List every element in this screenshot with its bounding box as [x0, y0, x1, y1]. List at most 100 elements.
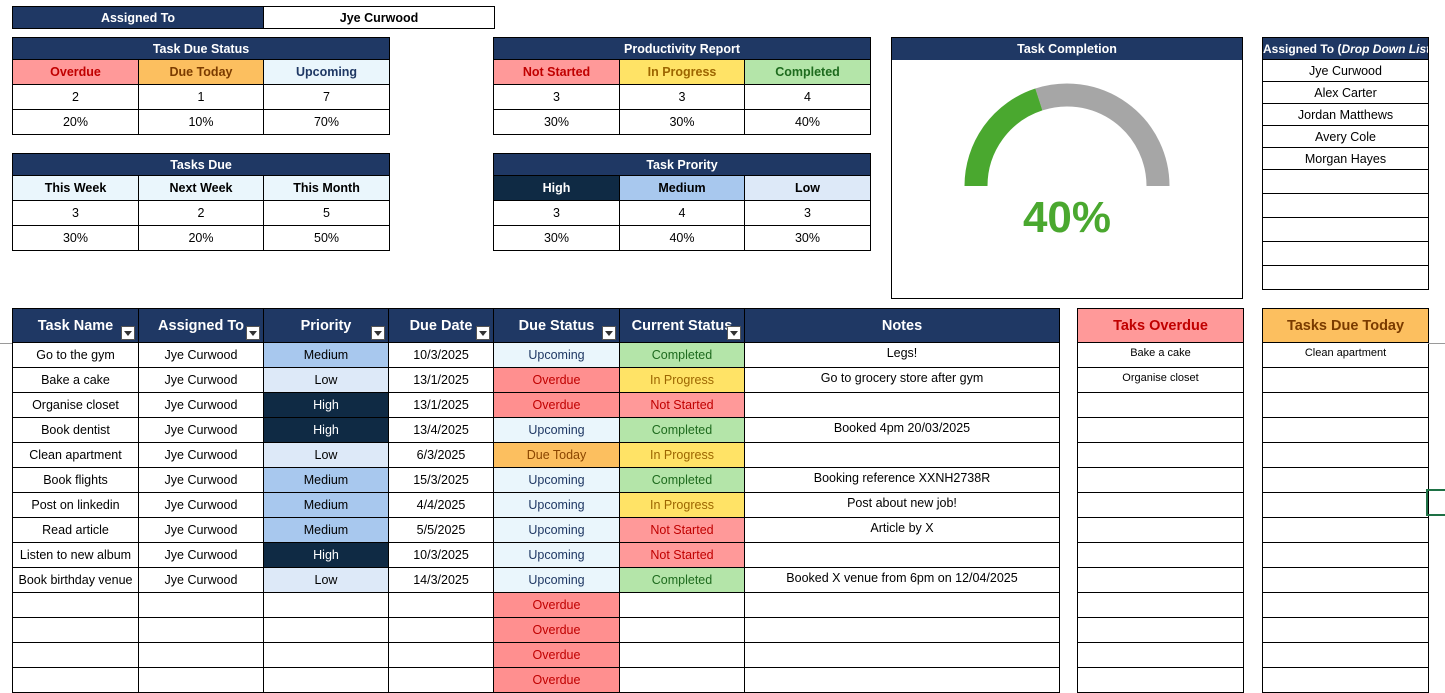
- due-date-cell[interactable]: [388, 617, 494, 643]
- assigned-to-cell[interactable]: Jye Curwood: [138, 467, 264, 493]
- due-status-cell[interactable]: Upcoming: [493, 492, 620, 518]
- current-status-cell[interactable]: [619, 592, 745, 618]
- filter-dropdown-icon[interactable]: [727, 326, 741, 340]
- due-status-cell[interactable]: Upcoming: [493, 567, 620, 593]
- task-name-cell[interactable]: Clean apartment: [12, 442, 139, 468]
- task-name-cell[interactable]: Bake a cake: [12, 367, 139, 393]
- assigned-to-value[interactable]: Jye Curwood: [263, 6, 495, 29]
- current-status-cell[interactable]: In Progress: [619, 492, 745, 518]
- notes-cell[interactable]: Booked X venue from 6pm on 12/04/2025: [744, 567, 1060, 593]
- notes-cell[interactable]: Post about new job!: [744, 492, 1060, 518]
- due-date-cell[interactable]: 5/5/2025: [388, 517, 494, 543]
- due-status-cell[interactable]: Overdue: [493, 617, 620, 643]
- due-status-cell[interactable]: Overdue: [493, 592, 620, 618]
- assigned-to-cell[interactable]: Jye Curwood: [138, 442, 264, 468]
- current-status-cell[interactable]: Completed: [619, 342, 745, 368]
- notes-cell[interactable]: Go to grocery store after gym: [744, 367, 1060, 393]
- dropdown-option[interactable]: Alex Carter: [1262, 81, 1429, 104]
- priority-cell[interactable]: Low: [263, 567, 389, 593]
- assigned-to-cell[interactable]: Jye Curwood: [138, 417, 264, 443]
- task-name-cell[interactable]: Listen to new album: [12, 542, 139, 568]
- current-status-cell[interactable]: Not Started: [619, 392, 745, 418]
- notes-cell[interactable]: [744, 617, 1060, 643]
- dropdown-option[interactable]: Morgan Hayes: [1262, 147, 1429, 170]
- task-name-cell[interactable]: Read article: [12, 517, 139, 543]
- due-status-cell[interactable]: Upcoming: [493, 417, 620, 443]
- current-status-cell[interactable]: Not Started: [619, 517, 745, 543]
- priority-cell[interactable]: Medium: [263, 492, 389, 518]
- notes-cell[interactable]: [744, 392, 1060, 418]
- assigned-to-cell[interactable]: Jye Curwood: [138, 342, 264, 368]
- due-date-cell[interactable]: 13/4/2025: [388, 417, 494, 443]
- priority-cell[interactable]: Medium: [263, 467, 389, 493]
- current-status-cell[interactable]: Completed: [619, 467, 745, 493]
- due-date-cell[interactable]: 10/3/2025: [388, 342, 494, 368]
- assigned-to-cell[interactable]: Jye Curwood: [138, 492, 264, 518]
- current-status-cell[interactable]: In Progress: [619, 367, 745, 393]
- due-date-cell[interactable]: [388, 667, 494, 693]
- priority-cell[interactable]: Low: [263, 367, 389, 393]
- priority-cell[interactable]: [263, 617, 389, 643]
- task-name-cell[interactable]: Book dentist: [12, 417, 139, 443]
- assigned-to-cell[interactable]: [138, 667, 264, 693]
- priority-cell[interactable]: Low: [263, 442, 389, 468]
- task-name-cell[interactable]: Post on linkedin: [12, 492, 139, 518]
- filter-dropdown-icon[interactable]: [121, 326, 135, 340]
- task-name-cell[interactable]: [12, 617, 139, 643]
- current-status-cell[interactable]: In Progress: [619, 442, 745, 468]
- filter-dropdown-icon[interactable]: [246, 326, 260, 340]
- task-name-cell[interactable]: Organise closet: [12, 392, 139, 418]
- task-name-cell[interactable]: Book birthday venue: [12, 567, 139, 593]
- current-status-cell[interactable]: Completed: [619, 417, 745, 443]
- current-status-cell[interactable]: [619, 617, 745, 643]
- priority-cell[interactable]: [263, 667, 389, 693]
- notes-cell[interactable]: [744, 442, 1060, 468]
- due-date-cell[interactable]: 13/1/2025: [388, 392, 494, 418]
- priority-cell[interactable]: [263, 592, 389, 618]
- assigned-to-cell[interactable]: [138, 592, 264, 618]
- notes-cell[interactable]: Legs!: [744, 342, 1060, 368]
- task-name-cell[interactable]: [12, 642, 139, 668]
- priority-cell[interactable]: Medium: [263, 342, 389, 368]
- dropdown-option[interactable]: Avery Cole: [1262, 125, 1429, 148]
- selected-cell-indicator[interactable]: [1426, 489, 1445, 516]
- dropdown-option[interactable]: [1262, 169, 1429, 194]
- task-name-cell[interactable]: [12, 592, 139, 618]
- due-status-cell[interactable]: Upcoming: [493, 517, 620, 543]
- assigned-to-cell[interactable]: Jye Curwood: [138, 392, 264, 418]
- due-status-cell[interactable]: Upcoming: [493, 542, 620, 568]
- due-date-cell[interactable]: 13/1/2025: [388, 367, 494, 393]
- dropdown-option[interactable]: Jordan Matthews: [1262, 103, 1429, 126]
- due-status-cell[interactable]: Due Today: [493, 442, 620, 468]
- dropdown-option[interactable]: [1262, 193, 1429, 218]
- notes-cell[interactable]: [744, 542, 1060, 568]
- due-status-cell[interactable]: Overdue: [493, 392, 620, 418]
- due-date-cell[interactable]: 6/3/2025: [388, 442, 494, 468]
- notes-cell[interactable]: Booking reference XXNH2738R: [744, 467, 1060, 493]
- assigned-to-cell[interactable]: [138, 617, 264, 643]
- due-date-cell[interactable]: [388, 592, 494, 618]
- due-status-cell[interactable]: Overdue: [493, 367, 620, 393]
- task-name-cell[interactable]: [12, 667, 139, 693]
- dropdown-option[interactable]: [1262, 265, 1429, 290]
- dropdown-option[interactable]: [1262, 241, 1429, 266]
- current-status-cell[interactable]: [619, 667, 745, 693]
- assigned-to-cell[interactable]: Jye Curwood: [138, 567, 264, 593]
- due-date-cell[interactable]: 14/3/2025: [388, 567, 494, 593]
- notes-cell[interactable]: [744, 642, 1060, 668]
- priority-cell[interactable]: [263, 642, 389, 668]
- due-date-cell[interactable]: 15/3/2025: [388, 467, 494, 493]
- assigned-to-cell[interactable]: [138, 642, 264, 668]
- assigned-to-cell[interactable]: Jye Curwood: [138, 542, 264, 568]
- filter-dropdown-icon[interactable]: [371, 326, 385, 340]
- current-status-cell[interactable]: [619, 642, 745, 668]
- current-status-cell[interactable]: Not Started: [619, 542, 745, 568]
- priority-cell[interactable]: Medium: [263, 517, 389, 543]
- assigned-to-cell[interactable]: Jye Curwood: [138, 517, 264, 543]
- notes-cell[interactable]: [744, 592, 1060, 618]
- notes-cell[interactable]: [744, 667, 1060, 693]
- priority-cell[interactable]: High: [263, 392, 389, 418]
- due-status-cell[interactable]: Upcoming: [493, 342, 620, 368]
- due-status-cell[interactable]: Overdue: [493, 642, 620, 668]
- due-date-cell[interactable]: 10/3/2025: [388, 542, 494, 568]
